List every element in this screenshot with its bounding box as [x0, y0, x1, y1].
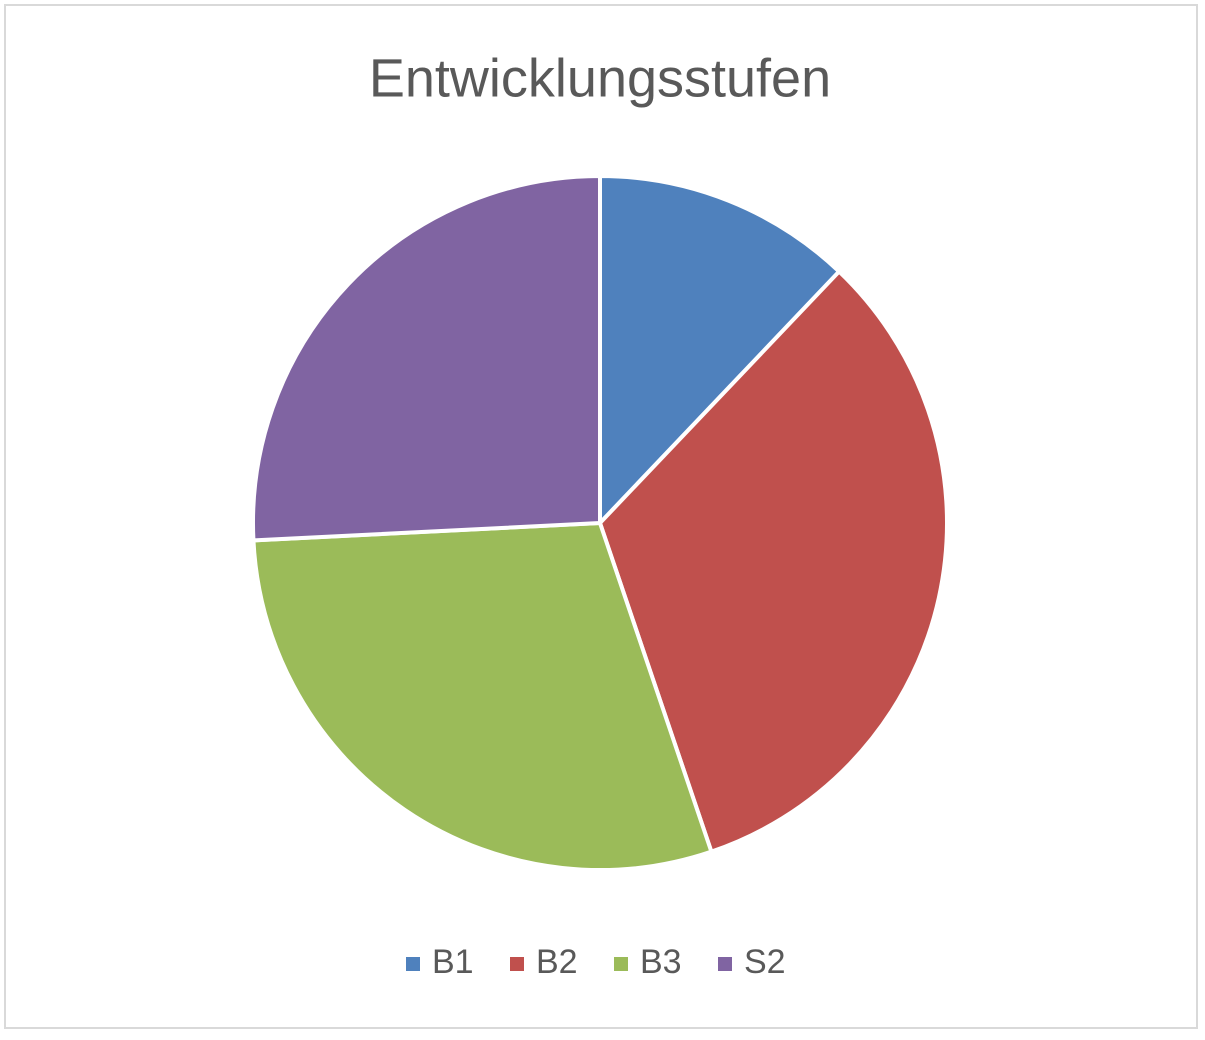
legend-label: B3 — [640, 943, 682, 981]
legend-label: B2 — [536, 943, 578, 981]
pie-slice — [597, 268, 949, 855]
legend-label: S2 — [744, 943, 786, 981]
pie-slice — [598, 173, 842, 529]
chart-title: Entwicklungsstufen — [369, 48, 831, 108]
pie-slice — [251, 173, 602, 543]
legend-swatch — [614, 957, 628, 971]
legend-swatch — [406, 957, 420, 971]
pie-slice — [251, 520, 714, 872]
legend-label: B1 — [432, 943, 474, 981]
legend-swatch — [718, 957, 732, 971]
legend-swatch — [510, 957, 524, 971]
